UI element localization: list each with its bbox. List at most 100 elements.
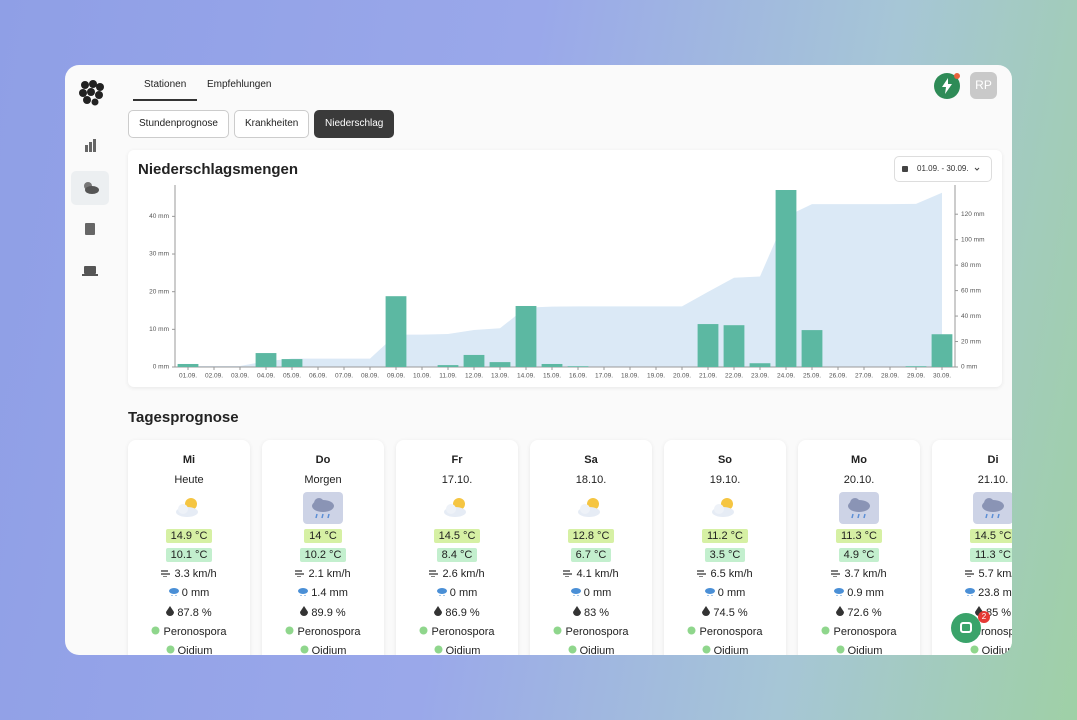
cumulative-area (188, 192, 942, 367)
wind-text: 6.5 km/h (710, 568, 753, 580)
x-tick-label: 25.09. (803, 373, 821, 380)
x-tick-label: 28.09. (881, 373, 899, 380)
tab[interactable]: Stationen (144, 79, 187, 90)
energy-button[interactable] (933, 72, 961, 100)
bar (749, 363, 771, 367)
date: 20.10. (798, 474, 920, 486)
x-tick-label: 01.09. (179, 373, 197, 380)
x-tick-label: 02.09. (205, 373, 223, 380)
day-card[interactable]: Mo 20.10. 11.3 °C 4.9 °C 3.7 km/h 0.9 mm 72… (798, 440, 920, 655)
high-temp-text: 14.9 °C (165, 529, 213, 543)
wind-icon (563, 570, 573, 578)
x-tick-label: 13.09. (491, 373, 509, 380)
y-tick-label: 20 mm (149, 288, 169, 295)
high-temp: 14.9 °C (128, 529, 250, 543)
low-temp: 3.5 °C (664, 548, 786, 562)
humidity-text: 83 % (583, 607, 610, 619)
bar (801, 330, 823, 367)
x-tick-label: 06.09. (309, 373, 327, 380)
rain-icon (704, 588, 715, 596)
date: 18.10. (530, 474, 652, 486)
humidity-text: 87.8 % (177, 607, 212, 619)
high-temp: 11.3 °C (798, 529, 920, 543)
humidity: 89.9 % (262, 606, 384, 619)
date-text: 17.10. (441, 474, 473, 486)
disease: Peronospora (664, 626, 786, 638)
disease: Peronospora (128, 626, 250, 638)
disease-dot (166, 645, 175, 654)
disease: Oidium (396, 645, 518, 655)
rain: 0 mm (530, 587, 652, 599)
wind-icon (429, 570, 439, 578)
low-temp-text: 11.3 °C (970, 548, 1012, 562)
tab[interactable]: Empfehlungen (207, 79, 272, 90)
day-card[interactable]: Fr 17.10. 14.5 °C 8.4 °C 2.6 km/h 0 mm 86.9… (396, 440, 518, 655)
x-tick-label: 15.09. (543, 373, 561, 380)
day-card[interactable]: Sa 18.10. 12.8 °C 6.7 °C 4.1 km/h 0 mm 83 %… (530, 440, 652, 655)
wind-icon (965, 570, 975, 578)
high-temp-text: 11.3 °C (836, 529, 882, 543)
high-temp-text: 14.5 °C (969, 529, 1012, 543)
avatar[interactable]: RP (970, 72, 997, 99)
day-text: So (717, 454, 733, 466)
humidity-icon (572, 606, 581, 616)
disease-dot (285, 626, 294, 635)
rain: 0 mm (664, 587, 786, 599)
high-temp-text: 12.8 °C (567, 529, 615, 543)
x-tick-label: 08.09. (361, 373, 379, 380)
date-text: 20.10. (843, 474, 875, 486)
high-temp: 14.5 °C (396, 529, 518, 543)
high-temp: 14.5 °C (932, 529, 1012, 543)
disease-text: Oidium (445, 645, 481, 655)
bar (255, 353, 277, 367)
disease-dot (970, 645, 979, 654)
logo[interactable] (75, 75, 109, 109)
day-card[interactable]: Do Morgen 14 °C 10.2 °C 2.1 km/h 1.4 mm 89.… (262, 440, 384, 655)
chat-button[interactable] (951, 613, 981, 643)
humidity-text: 72.6 % (847, 607, 882, 619)
rain: 0 mm (396, 587, 518, 599)
x-tick-label: 07.09. (335, 373, 353, 380)
x-tick-label: 09.09. (387, 373, 405, 380)
x-tick-label: 19.09. (647, 373, 665, 380)
wind-text: 4.1 km/h (576, 568, 619, 580)
humidity-icon (300, 606, 309, 616)
day-card[interactable]: Mi Heute 14.9 °C 10.1 °C 3.3 km/h 0 mm 87.8… (128, 440, 250, 655)
button[interactable]: Krankheiten (234, 110, 310, 138)
icon (798, 492, 920, 527)
disease: Oidium (128, 645, 250, 655)
disease-dot (836, 645, 845, 654)
wind: 6.5 km/h (664, 568, 786, 580)
date: Morgen (262, 474, 384, 486)
day: Sa (530, 454, 652, 466)
humidity: 87.8 % (128, 606, 250, 619)
icon (396, 492, 518, 527)
bar (515, 305, 537, 367)
bar (931, 334, 953, 367)
day: Fr (396, 454, 518, 466)
y-tick-label: 0 mm (961, 364, 977, 371)
disease-text: Oidium (713, 645, 749, 655)
wind-text: 3.7 km/h (844, 568, 887, 580)
y-tick-label: 40 mm (961, 313, 981, 320)
day-card[interactable]: So 19.10. 11.2 °C 3.5 °C 6.5 km/h 0 mm 74.5… (664, 440, 786, 655)
y-tick-label: 60 mm (961, 287, 981, 294)
humidity: 86.9 % (396, 606, 518, 619)
date: 19.10. (664, 474, 786, 486)
button[interactable]: Stundenprognose (128, 110, 229, 138)
date-picker[interactable]: 01.09. - 30.09. (894, 156, 992, 182)
button[interactable]: Niederschlag (314, 110, 395, 138)
icon (664, 492, 786, 527)
humidity-text: 89.9 % (311, 607, 346, 619)
high-temp-text: 11.2 °C (702, 529, 748, 543)
chat-badge: 2 (978, 611, 990, 623)
x-tick-label: 10.09. (413, 373, 431, 380)
disease: Peronospora (396, 626, 518, 638)
bar (775, 190, 797, 367)
rain: 23.8 mm (932, 587, 1012, 599)
day-text: Mo (851, 454, 867, 466)
bar (541, 363, 563, 367)
tab-underline (133, 99, 197, 101)
